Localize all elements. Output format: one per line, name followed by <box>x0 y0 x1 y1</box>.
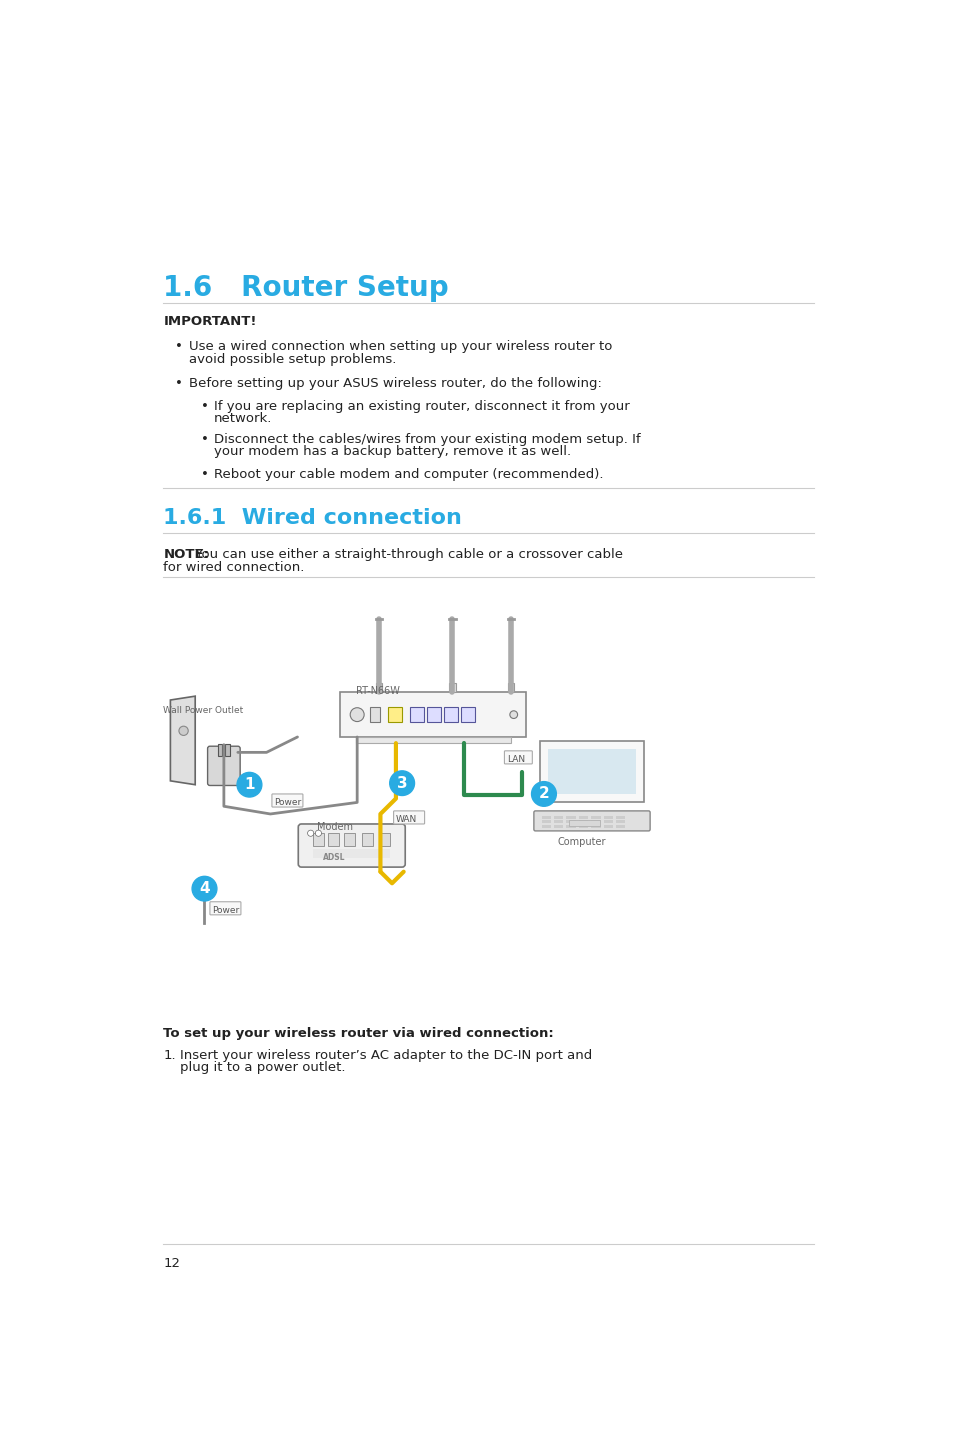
Circle shape <box>509 710 517 719</box>
Bar <box>507 683 513 692</box>
Bar <box>554 825 562 828</box>
Text: your modem has a backup battery, remove it as well.: your modem has a backup battery, remove … <box>213 446 570 459</box>
Text: ADSL: ADSL <box>323 853 345 863</box>
Bar <box>361 833 373 846</box>
Text: If you are replacing an existing router, disconnect it from your: If you are replacing an existing router,… <box>213 400 629 413</box>
Bar <box>460 707 475 722</box>
Text: 4: 4 <box>199 881 210 896</box>
Bar <box>566 820 575 823</box>
Text: Wall Power Outlet: Wall Power Outlet <box>163 706 243 715</box>
Text: •: • <box>174 341 183 354</box>
Bar <box>427 707 440 722</box>
Text: 1.6   Router Setup: 1.6 Router Setup <box>163 275 449 302</box>
FancyBboxPatch shape <box>208 746 240 785</box>
Text: 1: 1 <box>244 777 254 792</box>
Text: Reboot your cable modem and computer (recommended).: Reboot your cable modem and computer (re… <box>213 469 602 482</box>
Bar <box>541 825 550 828</box>
Text: •: • <box>201 400 209 413</box>
Bar <box>313 833 323 846</box>
Text: •: • <box>201 469 209 482</box>
FancyBboxPatch shape <box>534 811 649 831</box>
Text: Power: Power <box>212 906 239 915</box>
Bar <box>410 707 423 722</box>
Bar <box>566 825 575 828</box>
FancyBboxPatch shape <box>340 692 525 736</box>
Bar <box>603 825 612 828</box>
Bar <box>378 833 390 846</box>
Text: 1.: 1. <box>163 1048 176 1061</box>
Bar <box>603 820 612 823</box>
Bar <box>591 820 599 823</box>
Text: Power: Power <box>274 798 301 807</box>
Bar <box>225 743 230 756</box>
Text: Computer: Computer <box>557 837 605 847</box>
FancyBboxPatch shape <box>394 811 424 824</box>
Text: network.: network. <box>213 413 272 426</box>
Bar <box>578 815 587 818</box>
Circle shape <box>236 772 261 797</box>
Text: plug it to a power outlet.: plug it to a power outlet. <box>179 1061 345 1074</box>
Bar <box>554 820 562 823</box>
Text: 1.6.1  Wired connection: 1.6.1 Wired connection <box>163 508 462 528</box>
Text: IMPORTANT!: IMPORTANT! <box>163 315 256 328</box>
Text: •: • <box>201 433 209 446</box>
Text: To set up your wireless router via wired connection:: To set up your wireless router via wired… <box>163 1027 554 1040</box>
Bar <box>603 815 612 818</box>
Bar <box>375 683 381 692</box>
Circle shape <box>315 830 321 837</box>
Bar <box>566 815 575 818</box>
Bar <box>388 707 402 722</box>
FancyBboxPatch shape <box>539 741 643 801</box>
Circle shape <box>192 876 216 902</box>
Circle shape <box>531 782 556 807</box>
Text: NOTE:: NOTE: <box>163 548 210 561</box>
Bar <box>578 820 587 823</box>
Text: 12: 12 <box>163 1257 180 1270</box>
Bar <box>616 825 624 828</box>
Bar <box>547 749 636 794</box>
FancyBboxPatch shape <box>210 902 241 915</box>
Bar <box>449 683 456 692</box>
Bar <box>541 820 550 823</box>
Bar <box>369 707 380 722</box>
Bar <box>554 815 562 818</box>
Text: avoid possible setup problems.: avoid possible setup problems. <box>189 352 395 365</box>
Bar <box>578 825 587 828</box>
Text: LAN: LAN <box>506 755 524 764</box>
Text: for wired connection.: for wired connection. <box>163 561 304 574</box>
FancyBboxPatch shape <box>272 794 303 807</box>
Bar <box>568 820 599 827</box>
Circle shape <box>307 830 314 837</box>
Text: WAN: WAN <box>395 815 416 824</box>
Bar <box>328 833 339 846</box>
Text: 3: 3 <box>396 775 407 791</box>
FancyBboxPatch shape <box>298 824 405 867</box>
Circle shape <box>350 707 364 722</box>
Bar <box>591 815 599 818</box>
Text: Use a wired connection when setting up your wireless router to: Use a wired connection when setting up y… <box>189 341 612 354</box>
Bar <box>217 743 222 756</box>
Text: 2: 2 <box>538 787 549 801</box>
Bar <box>591 825 599 828</box>
Bar <box>344 833 355 846</box>
Polygon shape <box>171 696 195 785</box>
Text: Disconnect the cables/wires from your existing modem setup. If: Disconnect the cables/wires from your ex… <box>213 433 639 446</box>
FancyBboxPatch shape <box>504 751 532 764</box>
Bar <box>616 820 624 823</box>
Bar <box>355 736 510 743</box>
Bar <box>541 815 550 818</box>
Text: Insert your wireless router’s AC adapter to the DC-IN port and: Insert your wireless router’s AC adapter… <box>179 1048 591 1061</box>
Text: •: • <box>174 377 183 390</box>
Bar <box>313 848 390 858</box>
Text: You can use either a straight-through cable or a crossover cable: You can use either a straight-through ca… <box>192 548 622 561</box>
Circle shape <box>179 726 188 735</box>
Bar <box>443 707 457 722</box>
Bar <box>616 815 624 818</box>
Text: RT-N66W: RT-N66W <box>355 686 399 696</box>
Text: Modem: Modem <box>316 823 353 833</box>
Text: Before setting up your ASUS wireless router, do the following:: Before setting up your ASUS wireless rou… <box>189 377 601 390</box>
Circle shape <box>390 771 415 795</box>
